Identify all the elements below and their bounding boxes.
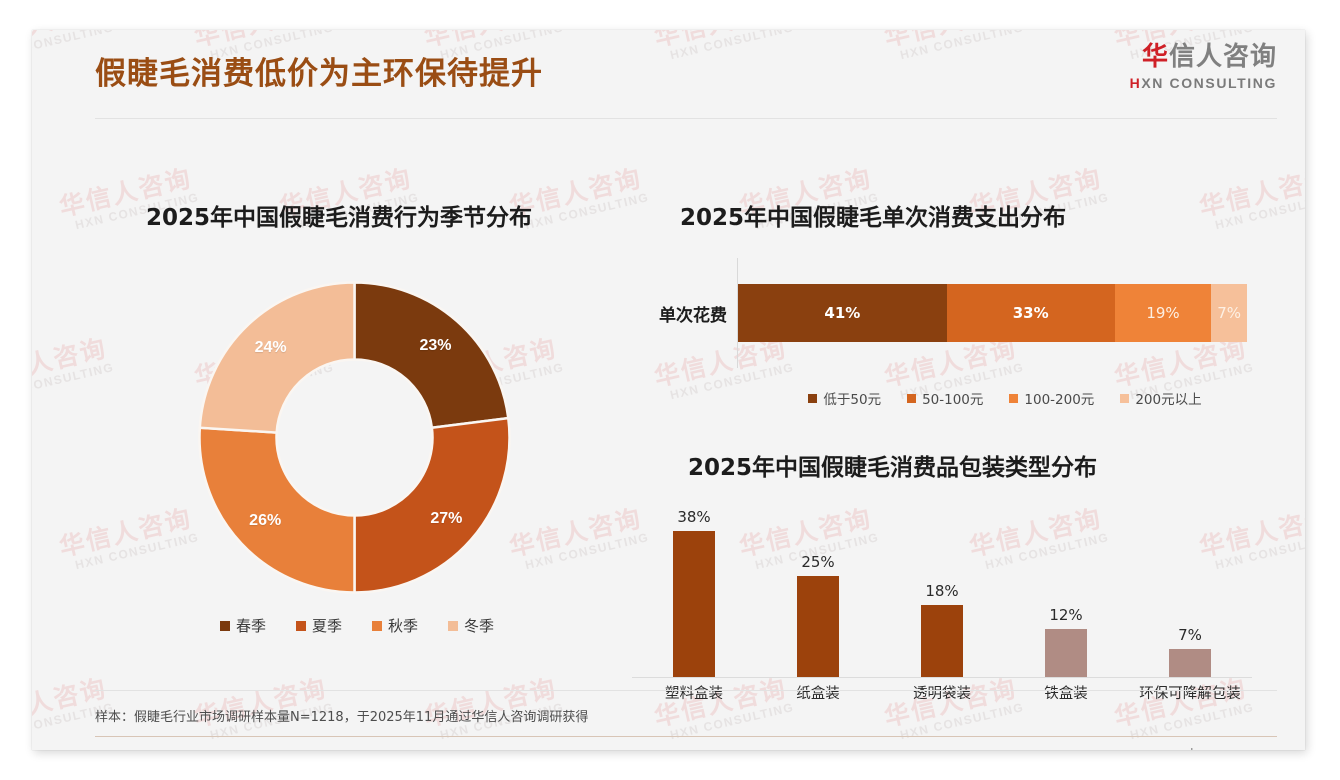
spend-category-label: 单次花费 <box>659 305 727 326</box>
season-distribution-chart: 2025年中国假睫毛消费行为季节分布 23% 27% 26% 24% 春季 夏季 秋季 冬季 <box>92 170 622 670</box>
legend-label: 冬季 <box>464 617 495 635</box>
packaging-x-label: 纸盒装 <box>796 686 840 702</box>
legend-swatch-icon <box>372 620 382 631</box>
spend-bar-segment[interactable]: 19% <box>1114 284 1212 342</box>
packaging-distribution-chart: 2025年中国假睫毛消费品包装类型分布 38% 25% 18% 12% 7% 塑料盒装 纸… <box>632 430 1272 720</box>
packaging-bar[interactable] <box>1169 648 1211 677</box>
website-url: www.hxrcon.com <box>1158 746 1260 750</box>
sample-footnote: 样本：假睫毛行业市场调研样本量N=1218，于2025年11月通过华信人咨询调研… <box>95 710 589 725</box>
donut-slice[interactable] <box>353 416 511 594</box>
spend-legend-item[interactable]: 50-100元 <box>907 388 983 408</box>
spend-chart-plot: 单次花费 41% 33% 19% 7% <box>632 258 1247 368</box>
packaging-bar-value: 18% <box>925 581 959 600</box>
season-chart-title: 2025年中国假睫毛消费行为季节分布 <box>146 205 533 231</box>
legend-label: 秋季 <box>388 617 419 635</box>
legend-label: 200元以上 <box>1135 392 1202 408</box>
page-title: 假睫毛消费低价为主环保待提升 <box>95 56 543 92</box>
donut-slice[interactable] <box>353 281 510 430</box>
packaging-bar[interactable] <box>797 576 839 677</box>
spend-distribution-chart: 2025年中国假睫毛单次消费支出分布 单次花费 41% 33% 19% 7% 低于50… <box>632 170 1272 430</box>
donut-slice-label: 27% <box>430 509 463 527</box>
brand-logo-english: HXN CONSULTING <box>1130 76 1277 90</box>
donut-slice[interactable] <box>198 281 356 434</box>
legend-swatch-icon <box>1009 393 1019 403</box>
footer-divider <box>95 736 1277 737</box>
packaging-x-label: 塑料盒装 <box>665 686 723 702</box>
legend-label: 低于50元 <box>823 392 882 408</box>
packaging-bar-value: 38% <box>677 508 711 526</box>
packaging-bar[interactable] <box>673 531 715 677</box>
legend-swatch-icon <box>808 393 818 403</box>
packaging-bar-value: 7% <box>1178 625 1202 644</box>
packaging-bar[interactable] <box>921 604 963 677</box>
donut-slice-label: 26% <box>249 512 282 530</box>
packaging-bar-group[interactable]: 18% <box>880 508 1004 677</box>
packaging-x-label: 环保可降解包装 <box>1139 686 1241 702</box>
donut-slice-label: 24% <box>254 339 287 357</box>
spend-bar-segment[interactable]: 7% <box>1211 284 1247 342</box>
legend-label: 夏季 <box>311 617 342 635</box>
slide-card: 华信人咨询 HXN CONSULTING 华信人咨询 HXN CONSULTING华信… <box>32 30 1305 750</box>
legend-swatch-icon <box>295 620 306 631</box>
packaging-x-label: 透明袋装 <box>913 686 971 702</box>
footnote-divider <box>95 690 1277 691</box>
spend-chart-legend: 低于50元 50-100元 100-200元 200元以上 <box>738 388 1272 408</box>
legend-label: 春季 <box>235 617 266 635</box>
copyright-text: ©2026.1 HXR华信人咨询 <box>95 746 256 750</box>
donut-slice-label: 23% <box>419 336 452 354</box>
season-donut-graphic: 23% 27% 26% 24% <box>197 280 512 595</box>
slide-header: 假睫毛消费低价为主环保待提升 华信人咨询 HXN CONSULTING <box>32 30 1305 119</box>
donut-slice[interactable] <box>198 426 356 594</box>
packaging-x-axis-labels: 塑料盒装 纸盒装 透明袋装 铁盒装 环保可降解包装 <box>632 682 1252 703</box>
packaging-baseline-axis <box>632 677 1252 678</box>
header-divider <box>95 118 1277 119</box>
packaging-chart-plot: 38% 25% 18% 12% 7% <box>632 508 1272 678</box>
season-legend-item[interactable]: 春季 <box>219 615 266 636</box>
brand-logo-english-accent: H <box>1129 75 1142 91</box>
spend-legend-item[interactable]: 低于50元 <box>808 388 881 408</box>
brand-logo: 华信人咨询 HXN CONSULTING <box>1130 44 1277 90</box>
spend-stacked-bar: 41% 33% 19% 7% <box>738 284 1247 342</box>
spend-chart-title: 2025年中国假睫毛单次消费支出分布 <box>680 205 1067 231</box>
legend-swatch-icon <box>1120 393 1130 403</box>
packaging-bar-group[interactable]: 12% <box>1004 508 1128 677</box>
packaging-bars: 38% 25% 18% 12% 7% <box>632 508 1252 677</box>
legend-label: 100-200元 <box>1024 392 1095 408</box>
legend-swatch-icon <box>219 620 230 631</box>
packaging-bar-group[interactable]: 7% <box>1128 508 1252 677</box>
brand-logo-chinese-rest: 信人咨询 <box>1168 42 1277 72</box>
packaging-chart-title: 2025年中国假睫毛消费品包装类型分布 <box>688 455 1098 481</box>
season-legend-item[interactable]: 冬季 <box>448 615 494 636</box>
legend-label: 50-100元 <box>922 392 984 408</box>
brand-logo-english-rest: XN CONSULTING <box>1141 75 1277 91</box>
spend-bar-segment[interactable]: 33% <box>946 284 1115 342</box>
season-chart-legend: 春季 夏季 秋季 冬季 <box>92 615 622 636</box>
legend-swatch-icon <box>907 393 917 403</box>
packaging-x-label: 铁盒装 <box>1044 686 1088 702</box>
season-donut-svg <box>198 281 511 594</box>
spend-chart-axis <box>737 258 738 368</box>
packaging-bar-group[interactable]: 25% <box>756 508 880 677</box>
packaging-bar[interactable] <box>1045 628 1087 677</box>
legend-swatch-icon <box>448 620 459 631</box>
brand-logo-chinese: 华信人咨询 <box>1130 44 1277 70</box>
season-legend-item[interactable]: 夏季 <box>295 615 342 636</box>
packaging-bar-value: 25% <box>801 553 835 572</box>
packaging-bar-group[interactable]: 38% <box>632 508 756 677</box>
packaging-bar-value: 12% <box>1049 605 1083 624</box>
spend-legend-item[interactable]: 200元以上 <box>1120 388 1202 408</box>
brand-logo-chinese-accent: 华 <box>1141 42 1169 72</box>
spend-bar-segment[interactable]: 41% <box>738 284 947 342</box>
spend-legend-item[interactable]: 100-200元 <box>1009 388 1094 408</box>
season-legend-item[interactable]: 秋季 <box>372 615 418 636</box>
